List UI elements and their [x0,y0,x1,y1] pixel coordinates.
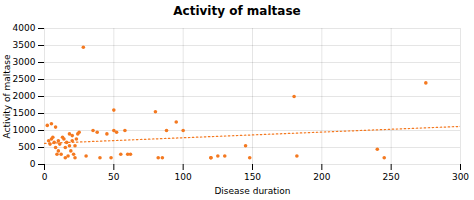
svg-text:4000: 4000 [13,23,36,33]
svg-text:100: 100 [175,172,192,182]
html-text:Activity of maltase: Activity of maltase [173,4,301,18]
svg-text:1000: 1000 [13,125,36,135]
svg-text:2500: 2500 [13,74,36,84]
svg-text:200: 200 [313,172,330,182]
svg-text:2000: 2000 [13,91,36,101]
svg-text:1500: 1500 [13,108,36,118]
svg-text:500: 500 [18,142,35,152]
svg-text:3000: 3000 [13,57,36,67]
svg-text:300: 300 [452,172,469,182]
svg-text:250: 250 [383,172,400,182]
svg-text:150: 150 [244,172,261,182]
svg-text:3500: 3500 [13,40,36,50]
svg-text:0: 0 [30,159,36,169]
svg-text:0: 0 [42,172,48,182]
svg-text:Activity of maltase: Activity of maltase [2,54,12,139]
svg-text:50: 50 [108,172,120,182]
svg-text:Disease duration: Disease duration [214,186,290,196]
